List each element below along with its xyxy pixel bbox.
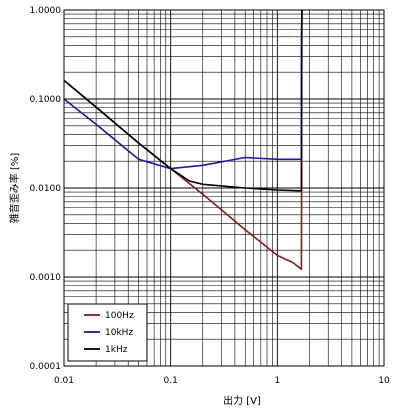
- grid: [63, 10, 384, 367]
- x-tick-label: 0.1: [164, 376, 178, 386]
- y-tick-label: 1.0000: [30, 6, 62, 16]
- tick-labels: 0.01 0.1 1 10 1.0000 0.1000 0.0100 0.0010 0.0001: [30, 6, 390, 386]
- x-tick-label: 0.01: [54, 376, 74, 386]
- series-line-100hz: [63, 9, 303, 271]
- series-line-1khz: [63, 9, 303, 192]
- x-tick-label: 10: [378, 376, 390, 386]
- legend: 100Hz 10kHz 1kHz: [67, 303, 148, 362]
- y-tick-label: 0.0010: [30, 273, 62, 283]
- legend-label: 10kHz: [105, 328, 133, 338]
- legend-label: 1kHz: [105, 345, 128, 355]
- legend-label: 100Hz: [105, 311, 134, 321]
- series-line-10khz: [63, 9, 303, 170]
- series-lines: [63, 9, 303, 271]
- y-tick-label: 0.0100: [30, 184, 62, 194]
- x-tick-label: 1: [274, 376, 280, 386]
- y-tick-label: 0.0001: [30, 362, 62, 372]
- x-axis-label: 出力 [V]: [223, 394, 261, 407]
- plot-frame: [63, 9, 385, 367]
- y-axis-label: 雑音歪み率 [%]: [8, 153, 21, 224]
- legend-box: [67, 303, 148, 362]
- y-tick-label: 0.1000: [30, 95, 62, 105]
